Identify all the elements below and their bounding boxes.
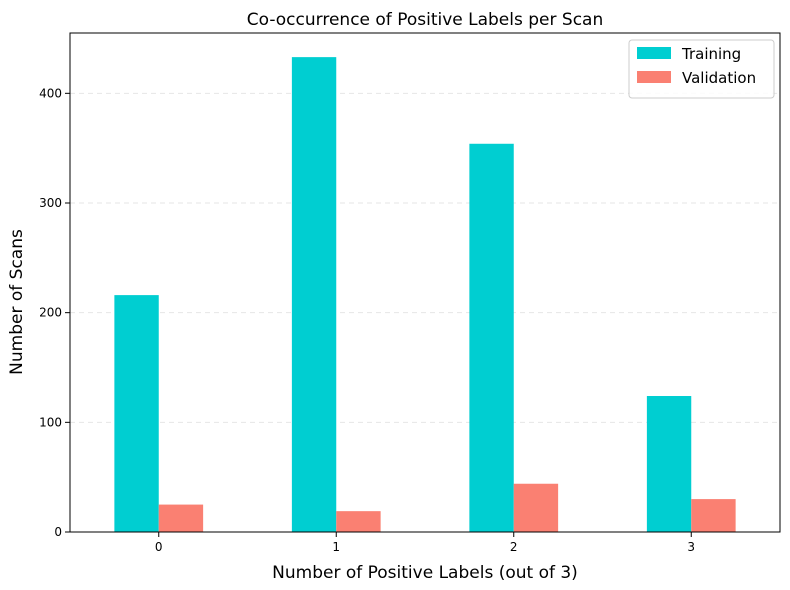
- bar-training-0: [114, 295, 159, 532]
- x-tick-label: 3: [687, 540, 695, 554]
- bar-training-2: [469, 143, 514, 532]
- bar-validation-2: [513, 483, 559, 532]
- bars: [114, 57, 736, 532]
- y-tick-label: 100: [39, 415, 62, 429]
- y-tick-label: 300: [39, 196, 62, 210]
- x-tick-label: 0: [155, 540, 163, 554]
- bar-training-3: [646, 396, 692, 532]
- legend-label-training: Training: [681, 45, 741, 63]
- chart-title: Co-occurrence of Positive Labels per Sca…: [247, 10, 603, 30]
- grid-lines: [70, 92, 780, 423]
- y-axis-label: Number of Scans: [7, 229, 27, 375]
- legend: Training Validation: [628, 39, 775, 99]
- y-tick-label: 400: [39, 86, 62, 100]
- x-axis-label: Number of Positive Labels (out of 3): [272, 563, 578, 583]
- bar-training-1: [291, 57, 337, 532]
- legend-swatch-validation: [637, 71, 671, 83]
- axis-ticks: 0 100 200 300 400 0 1 2 3: [39, 86, 695, 554]
- y-tick-label: 0: [54, 525, 62, 539]
- legend-label-validation: Validation: [682, 69, 756, 87]
- x-tick-label: 1: [332, 540, 340, 554]
- bar-validation-3: [691, 499, 736, 532]
- bar-validation-0: [158, 504, 204, 532]
- bar-validation-1: [336, 511, 381, 532]
- x-tick-label: 2: [510, 540, 518, 554]
- y-tick-label: 200: [39, 306, 62, 320]
- legend-swatch-training: [637, 47, 671, 59]
- plot-frame: [69, 32, 781, 533]
